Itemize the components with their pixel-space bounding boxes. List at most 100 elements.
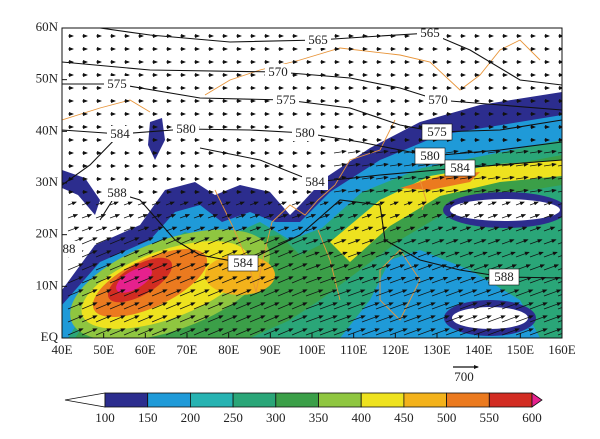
wind-vector (263, 201, 273, 206)
contour-label-bg (417, 25, 443, 41)
wind-vector (557, 255, 562, 258)
wind-vector (515, 328, 534, 336)
wind-vector (389, 239, 403, 245)
wind-vector (137, 328, 154, 336)
wind-vector (81, 201, 91, 206)
wind-vector (207, 302, 224, 310)
wind-vector (263, 315, 280, 323)
wind-vector (389, 251, 404, 258)
wind-vector (249, 237, 266, 245)
wind-vector (81, 263, 98, 271)
colorbar-tick-label: 550 (480, 410, 500, 425)
wind-vector (305, 201, 315, 206)
wind-vector (151, 226, 164, 232)
wind-vector (431, 175, 445, 180)
contour-line (62, 61, 562, 111)
wind-vector (207, 237, 224, 245)
wind-vector (249, 226, 262, 232)
wind-vector (291, 226, 304, 232)
contour-label-bg (292, 125, 318, 141)
contour-label-bg (302, 174, 328, 190)
wind-vector (193, 315, 210, 323)
wind-vector (263, 237, 280, 245)
wind-vector (459, 149, 473, 154)
wind-vector (109, 250, 126, 258)
colorbar-bin (189, 392, 234, 408)
wind-vector (347, 188, 361, 193)
contour-label: 584 (305, 174, 325, 189)
wind-vector (319, 264, 336, 271)
wind-vector (291, 302, 308, 310)
wind-vector (361, 149, 375, 154)
wind-vector (179, 250, 196, 258)
contour-label-bg (305, 32, 331, 48)
wind-vector (123, 276, 140, 284)
wind-vector (67, 276, 84, 284)
wind-vector (445, 276, 463, 284)
wind-vector (459, 201, 469, 206)
wind-vector (389, 264, 406, 271)
wind-vector (319, 226, 332, 232)
wind-vector (95, 315, 112, 323)
wind-vector (193, 302, 210, 310)
wind-vector (319, 201, 329, 206)
contour-line (62, 83, 562, 133)
wind-vector (263, 263, 280, 271)
wind-vector (445, 239, 459, 245)
wind-vector (543, 328, 562, 336)
wind-vector (361, 226, 374, 232)
wind-vector (501, 328, 520, 336)
wind-vector (109, 289, 126, 297)
wind-vector (137, 226, 150, 232)
wind-vector (431, 226, 444, 232)
wind-vector (151, 263, 168, 271)
wind-vector (221, 237, 238, 245)
wind-vector (347, 276, 365, 284)
wind-vector (137, 289, 154, 297)
wind-vector (389, 289, 408, 297)
wind-vector (557, 216, 562, 219)
wind-vector (515, 251, 530, 258)
wind-vector (473, 188, 487, 193)
wind-vector (515, 289, 534, 297)
wind-vector (81, 226, 94, 232)
contour-line (99, 28, 562, 86)
wind-vector (529, 149, 543, 154)
wind-vector (165, 315, 182, 323)
wind-vector (487, 289, 506, 297)
wind-vector (305, 251, 320, 258)
wind-vector (67, 226, 80, 232)
wind-vector (263, 328, 280, 336)
wind-vector (361, 239, 375, 245)
wind-vector (277, 276, 294, 284)
wind-vector (459, 175, 473, 180)
colorbar-bin (318, 392, 362, 408)
wind-vector (179, 263, 196, 271)
wind-vector (361, 302, 380, 310)
contour-label-bg (425, 92, 451, 108)
wind-vector (389, 328, 408, 336)
wind-vector (529, 315, 548, 323)
axes: 40E 50E 60E 70E 80E 90E 100E 110E 120E 130E 140E 15… (36, 19, 576, 357)
wind-vector (123, 315, 140, 323)
wind-vector (151, 237, 168, 245)
wind-vector (501, 188, 515, 193)
wind-vector (515, 149, 529, 154)
x-tick-label: 140E (465, 342, 493, 357)
wind-vector (445, 289, 464, 297)
contour-label: 584 (450, 160, 470, 175)
wind-vector (95, 328, 112, 336)
contour-label: 580 (176, 121, 196, 136)
wind-vector (529, 251, 544, 258)
wind-vector (543, 188, 557, 193)
wind-vector (473, 289, 492, 297)
wind-vector (249, 289, 266, 297)
wind-vector (487, 214, 499, 219)
colorbar-bin (446, 392, 490, 408)
wind-vector (403, 175, 417, 180)
wind-vector (165, 214, 177, 219)
colorbar-tick-label: 450 (394, 410, 414, 425)
wind-vector (557, 191, 562, 193)
wind-vector (403, 264, 420, 271)
